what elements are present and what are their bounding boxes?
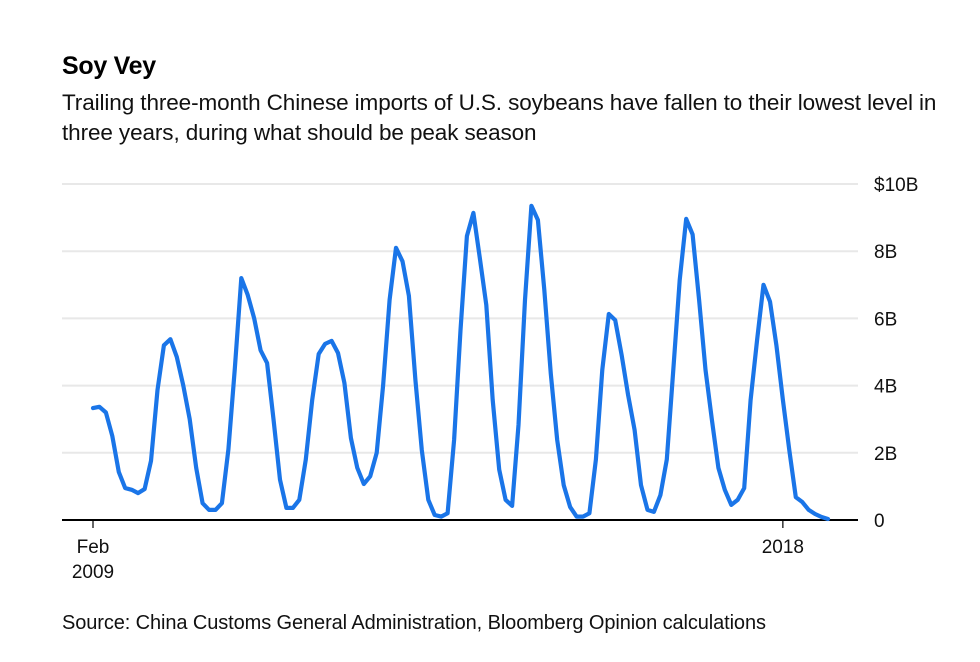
- line-chart: $10B 8B 6B 4B 2B 0 Feb 2009 2018: [62, 175, 918, 583]
- y-tick-label: 6B: [874, 309, 897, 330]
- series-line-soybean-imports: [90, 203, 831, 522]
- y-axis-ticks: $10B 8B 6B 4B 2B 0: [874, 175, 918, 532]
- source-note: Source: China Customs General Administra…: [62, 612, 766, 634]
- x-tick-label: 2018: [762, 537, 804, 558]
- y-tick-label: $10B: [874, 175, 918, 196]
- chart-title: Soy Vey: [62, 52, 156, 80]
- y-tick-label: 0: [874, 511, 885, 532]
- x-axis-ticks: Feb 2009 2018: [72, 520, 804, 583]
- y-tick-label: 4B: [874, 377, 897, 398]
- y-tick-label: 2B: [874, 444, 897, 465]
- y-tick-label: 8B: [874, 242, 897, 263]
- series-layer: [90, 203, 831, 522]
- chart-subtitle: Trailing three-month Chinese imports of …: [62, 90, 937, 145]
- x-tick-label: Feb: [77, 537, 110, 558]
- x-tick-label-year: 2009: [72, 562, 114, 583]
